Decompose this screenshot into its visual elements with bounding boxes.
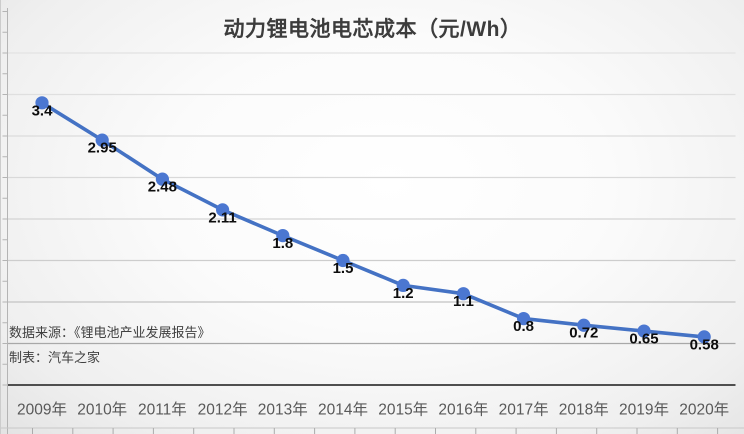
data-point-label: 1.5 [333, 260, 354, 277]
data-point-marker [517, 312, 531, 326]
data-point-marker [95, 133, 109, 147]
data-point-label: 0.72 [569, 325, 598, 342]
data-point-label: 0.58 [690, 336, 719, 353]
data-point-marker [276, 229, 290, 243]
x-axis-label: 2014年 [318, 401, 368, 419]
x-axis-label: 2013年 [258, 401, 308, 419]
data-point-label: 3.4 [32, 102, 54, 119]
data-point-marker [216, 203, 230, 217]
chart-title: 动力锂电池电芯成本（元/Wh） [223, 18, 522, 41]
x-axis-label: 2011年 [138, 401, 187, 419]
data-point-label: 0.65 [629, 331, 658, 348]
data-point-label: 0.8 [513, 318, 534, 335]
data-point-marker [336, 253, 350, 268]
data-point-label: 1.8 [272, 235, 293, 252]
data-point-marker [637, 324, 651, 338]
x-axis-label: 2019年 [619, 401, 669, 419]
x-axis-label: 2020年 [679, 401, 729, 419]
source-note: 数据来源：《锂电池产业发展报告》 制表：汽车之家 [9, 320, 211, 370]
data-point-label: 1.2 [393, 285, 414, 302]
x-axis-label: 2010年 [77, 401, 127, 419]
data-point-marker [35, 96, 49, 110]
x-axis-label: 2016年 [438, 401, 488, 419]
data-point-label: 2.95 [88, 140, 117, 157]
data-point-marker [396, 278, 410, 292]
x-axis-label: 2017年 [499, 401, 549, 419]
x-axis-label: 2015年 [378, 401, 428, 419]
x-axis-label: 2012年 [198, 401, 248, 419]
data-point-marker [697, 330, 711, 344]
x-axis-label: 2009年 [17, 401, 67, 419]
data-point-marker [155, 172, 169, 186]
data-point-label: 1.1 [453, 293, 474, 310]
chart-author-line: 制表：汽车之家 [9, 350, 101, 365]
data-point-marker [456, 287, 470, 301]
data-point-label: 2.48 [148, 179, 177, 196]
data-source-line: 数据来源：《锂电池产业发展报告》 [9, 325, 211, 340]
data-point-label: 2.11 [208, 209, 236, 226]
x-axis-label: 2018年 [559, 401, 609, 419]
data-point-marker [577, 318, 591, 332]
series-line [40, 101, 707, 339]
